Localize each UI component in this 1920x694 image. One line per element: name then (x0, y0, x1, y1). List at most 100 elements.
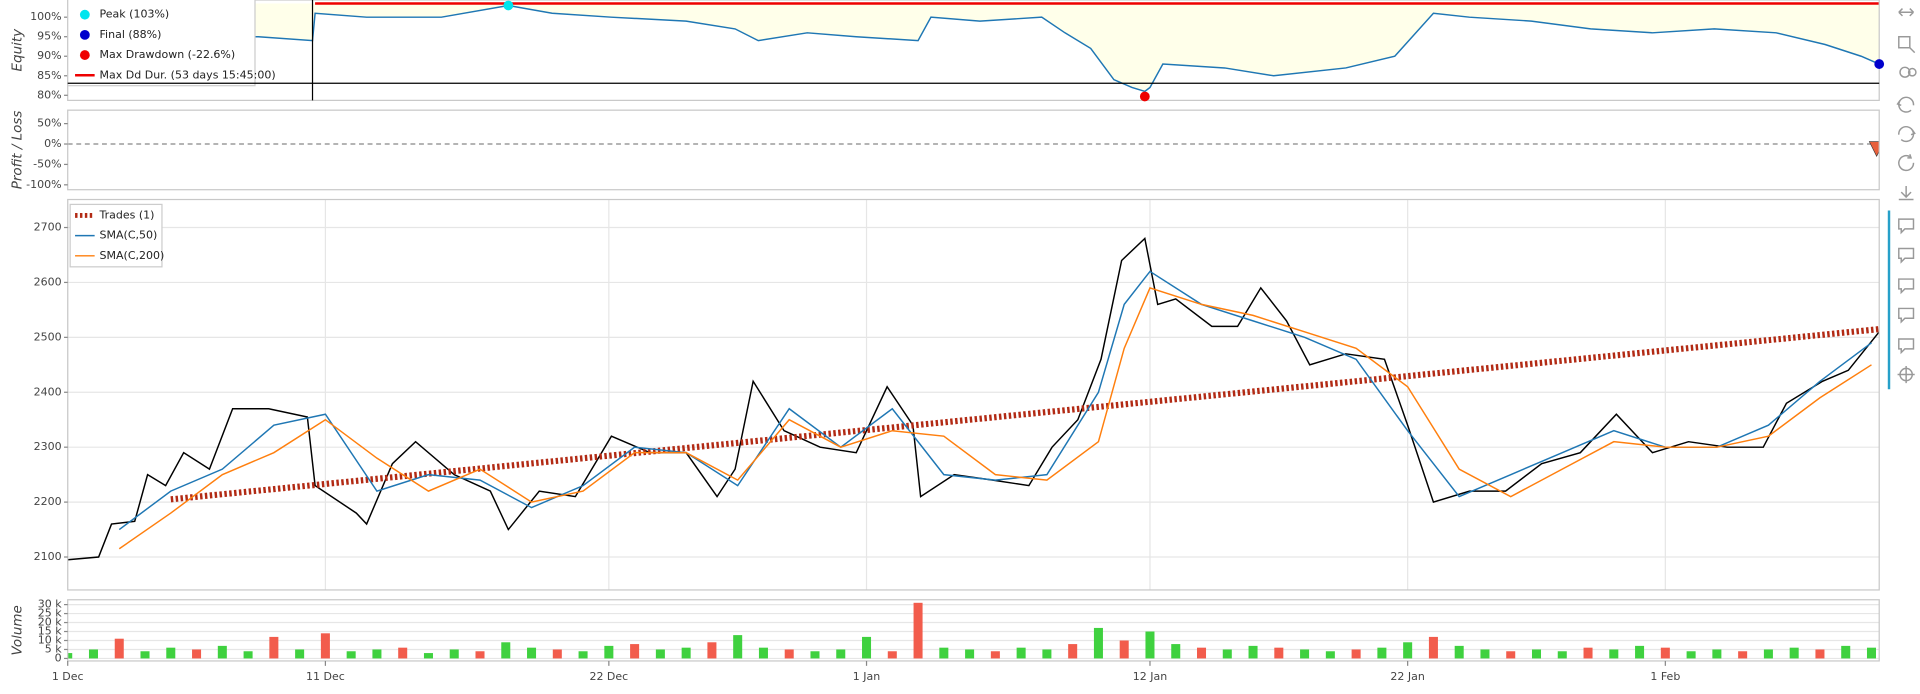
price-line (67, 237, 1880, 561)
trade-marker (1868, 141, 1880, 157)
plot-layer: 80% 85% 90% 95% 100% Equity Peak (103%) Final (… (11, 0, 1885, 683)
volume-bar (1093, 627, 1103, 659)
y-tick-label: 5 k (45, 642, 62, 655)
volume-bar (217, 645, 227, 659)
volume-bar (114, 638, 124, 659)
panel (67, 141, 1880, 157)
volume-bar (784, 649, 794, 659)
volume-bar (398, 647, 408, 659)
y-tick-label: 90% (37, 49, 61, 62)
legend-box (67, 0, 256, 87)
y-tick-label: 2600 (34, 275, 62, 288)
legend-swatch (79, 50, 90, 60)
pan-tool[interactable] (1898, 8, 1915, 17)
volume-bar (965, 649, 975, 659)
y-tick-label: 100% (30, 10, 61, 23)
legend-label: Peak (103%) (100, 8, 170, 21)
y-axis-title: Equity (11, 28, 26, 72)
wheel-zoom-tool[interactable] (1899, 66, 1917, 78)
y-tick-label: 95% (37, 30, 61, 43)
volume-bar (1635, 645, 1645, 659)
crosshair-tool[interactable] (1897, 365, 1915, 384)
volume-bar (862, 636, 872, 659)
volume-bar (1145, 631, 1155, 659)
redo-tool[interactable] (1898, 126, 1916, 143)
volume-bar (475, 651, 485, 659)
toolbar (1887, 8, 1917, 390)
volume-bar (1222, 649, 1232, 659)
volume-bar (1454, 645, 1464, 659)
volume-bar (192, 649, 202, 659)
panel-frame (67, 599, 1880, 662)
volume-bar (1609, 649, 1619, 659)
volume-bar (1197, 647, 1207, 659)
volume-bar (449, 649, 459, 659)
volume-bar (269, 636, 279, 659)
volume-bar (707, 642, 717, 659)
volume-bar (630, 644, 640, 659)
hover-tools[interactable] (1898, 218, 1915, 355)
volume-bar (887, 651, 897, 659)
volume-bar (1506, 651, 1516, 659)
y-axis-title: Profit / Loss (11, 111, 26, 190)
volume-bar (423, 653, 433, 659)
x-tick-label: 1 Dec (52, 670, 84, 683)
y-tick-label: 0 (55, 651, 62, 664)
x-tick-label: 1 Jan (853, 670, 880, 683)
volume-bar (1119, 640, 1129, 659)
equity-fill (67, 3, 1880, 92)
save-tool[interactable] (1898, 186, 1914, 201)
volume-bar (1660, 647, 1670, 659)
y-tick-label: 2300 (34, 440, 62, 453)
y-tick-label: 80% (37, 88, 61, 101)
reset-tool[interactable] (1898, 153, 1915, 172)
y-tick-label: 2200 (34, 495, 62, 508)
x-tick-label: 22 Dec (589, 670, 628, 683)
volume-bar (655, 649, 665, 659)
legend-label: Max Drawdown (-22.6%) (100, 48, 236, 61)
volume-bar (67, 653, 73, 659)
y-tick-label: 0% (44, 137, 61, 150)
undo-tool[interactable] (1896, 96, 1915, 113)
volume-bar (1016, 647, 1026, 659)
volume-bar (1403, 642, 1413, 659)
x-tick-label: 22 Jan (1390, 670, 1424, 683)
y-tick-label: 2100 (34, 550, 62, 563)
box-zoom-tool[interactable] (1898, 35, 1916, 54)
y-axis-title: Volume (11, 605, 26, 655)
legend-label: SMA(C,200) (100, 249, 165, 262)
legend-swatch (79, 29, 90, 40)
volume-bar (733, 635, 743, 659)
equity-marker (1874, 59, 1885, 69)
y-tick-label: 2500 (34, 330, 62, 343)
sma-line (118, 270, 1872, 531)
volume-bar (836, 649, 846, 659)
volume-bar (1171, 644, 1181, 659)
panel (67, 199, 1880, 590)
y-tick-label: 85% (37, 69, 61, 82)
volume-bar (552, 649, 562, 659)
volume-bar (346, 651, 356, 659)
y-tick-label: -50% (33, 157, 61, 170)
volume-bar (1531, 649, 1542, 659)
volume-bar (88, 649, 98, 659)
y-tick-label: 30 k (38, 598, 62, 611)
legend: Peak (103%) Final (88%) Max Drawdown (-22.… (67, 0, 276, 87)
volume-bar (1763, 649, 1773, 659)
volume-bar (1248, 645, 1258, 659)
legend: Trades (1) SMA(C,50) SMA(C,200) (69, 203, 165, 268)
y-tick-label: 2700 (34, 221, 62, 234)
volume-bar (1274, 647, 1284, 659)
legend-label: Max Dd Dur. (53 days 15:45:00) (100, 68, 276, 81)
volume-bar (1738, 651, 1748, 659)
volume-bar (810, 651, 820, 659)
legend-label: SMA(C,50) (100, 229, 158, 242)
volume-bar (1325, 651, 1335, 659)
volume-bar (1866, 647, 1876, 659)
volume-bar (166, 647, 176, 659)
volume-bar (140, 651, 150, 659)
volume-bar (939, 647, 949, 659)
legend-label: Final (88%) (100, 28, 162, 41)
y-tick-label: 2400 (34, 385, 62, 398)
